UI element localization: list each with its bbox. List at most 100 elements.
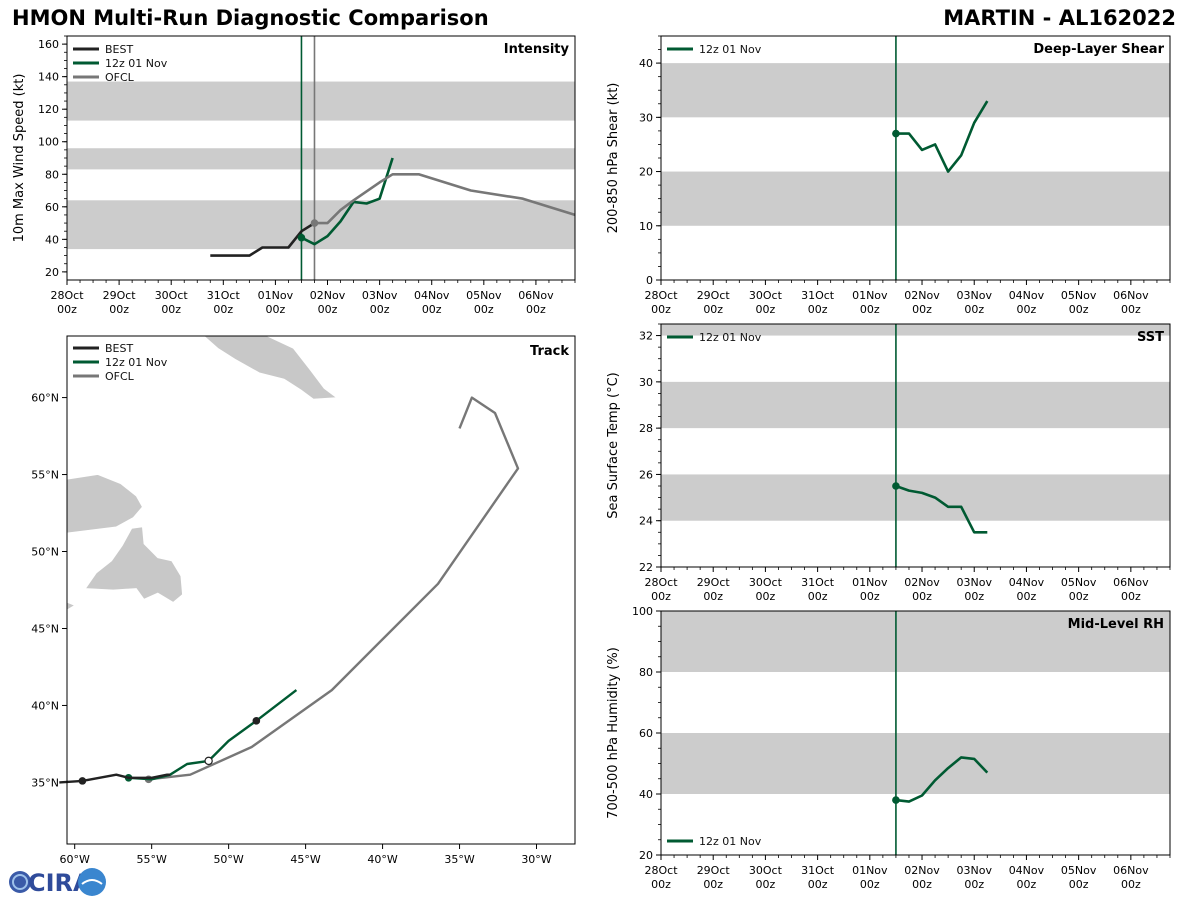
y-tick-label: 120	[38, 103, 59, 116]
track-marker-best	[78, 777, 87, 785]
x-tick-label: 01Nov	[258, 289, 294, 302]
land-greenland	[202, 335, 338, 400]
threshold-band	[661, 474, 1170, 521]
x-tick-label: 60°W	[60, 853, 90, 866]
threshold-band	[67, 81, 575, 121]
x-tick-sublabel: 00z	[912, 303, 932, 316]
x-tick-label: 31Oct	[801, 289, 835, 302]
series-line-run	[895, 484, 988, 534]
x-tick-label: 28Oct	[644, 864, 678, 877]
x-tick-sublabel: 00z	[651, 590, 671, 603]
x-tick-label: 04Nov	[1009, 289, 1045, 302]
track-line-ofcl	[148, 396, 520, 781]
x-tick-label: 06Nov	[518, 289, 554, 302]
track-marker-best	[252, 717, 261, 725]
x-tick-sublabel: 00z	[651, 878, 671, 891]
legend-label-ofcl: OFCL	[105, 71, 135, 84]
x-tick-label: 02Nov	[904, 576, 940, 589]
x-tick-sublabel: 00z	[756, 878, 776, 891]
threshold-band	[661, 381, 1170, 429]
land-cape-breton	[66, 601, 76, 611]
legend-label-run: 12z 01 Nov	[699, 331, 762, 344]
y-tick-label: 22	[639, 561, 653, 574]
y-tick-label: 80	[639, 666, 653, 679]
x-tick-sublabel: 00z	[161, 303, 181, 316]
y-tick-label: 35°N	[31, 776, 59, 789]
series-marker-run	[892, 482, 900, 490]
series-line-run	[300, 157, 394, 246]
x-tick-label: 03Nov	[362, 289, 398, 302]
x-tick-label: 30Oct	[749, 864, 783, 877]
x-tick-sublabel: 00z	[1017, 303, 1037, 316]
legend-label-run: 12z 01 Nov	[105, 57, 168, 70]
x-tick-label: 01Nov	[852, 576, 888, 589]
threshold-band	[661, 611, 1170, 672]
x-tick-sublabel: 00z	[912, 878, 932, 891]
x-tick-sublabel: 00z	[1069, 878, 1089, 891]
y-tick-label: 32	[639, 330, 653, 343]
y-tick-label: 50°N	[31, 546, 59, 559]
series-line-best	[210, 221, 316, 257]
x-tick-label: 05Nov	[1061, 289, 1097, 302]
y-axis-label: Sea Surface Temp (°C)	[606, 372, 621, 519]
threshold-band	[67, 148, 575, 170]
panel-title: Mid-Level RH	[1068, 617, 1164, 632]
x-tick-label: 50°W	[213, 853, 243, 866]
y-tick-label: 55°N	[31, 469, 59, 482]
panel-title: Intensity	[504, 42, 570, 57]
panel-title: SST	[1137, 330, 1164, 345]
x-tick-label: 04Nov	[1009, 864, 1045, 877]
threshold-band	[661, 171, 1170, 226]
threshold-band	[661, 63, 1170, 118]
y-tick-label: 60	[45, 201, 59, 214]
x-tick-sublabel: 00z	[912, 590, 932, 603]
plot-frame	[660, 35, 1171, 281]
y-axis-label: 200-850 hPa Shear (kt)	[606, 83, 621, 234]
x-tick-label: 28Oct	[644, 576, 678, 589]
x-tick-sublabel: 00z	[1069, 590, 1089, 603]
series-line-ofcl	[314, 173, 576, 225]
track-line-run	[128, 689, 298, 781]
x-tick-label: 04Nov	[1009, 576, 1045, 589]
panel-shear: 01020304028Oct00z29Oct00z30Oct00z31Oct00…	[606, 35, 1171, 316]
x-tick-sublabel: 00z	[964, 303, 984, 316]
plot-frame	[66, 335, 576, 845]
y-tick-label: 20	[639, 166, 653, 179]
x-tick-sublabel: 00z	[703, 303, 723, 316]
x-tick-sublabel: 00z	[964, 590, 984, 603]
y-tick-label: 0	[646, 274, 653, 287]
x-tick-label: 35°W	[444, 853, 474, 866]
x-tick-sublabel: 00z	[1017, 878, 1037, 891]
y-tick-label: 60	[639, 727, 653, 740]
x-tick-sublabel: 00z	[860, 590, 880, 603]
x-tick-sublabel: 00z	[57, 303, 77, 316]
x-tick-sublabel: 00z	[651, 303, 671, 316]
x-tick-sublabel: 00z	[213, 303, 233, 316]
x-tick-label: 29Oct	[697, 576, 731, 589]
x-tick-label: 31Oct	[207, 289, 241, 302]
y-axis-label: 700-500 hPa Humidity (%)	[606, 647, 621, 819]
panel-title: Deep-Layer Shear	[1033, 42, 1164, 57]
x-tick-sublabel: 00z	[1017, 590, 1037, 603]
storm-id: MARTIN - AL162022	[943, 6, 1176, 30]
x-tick-label: 29Oct	[697, 289, 731, 302]
threshold-band	[661, 324, 1170, 336]
figure-title: HMON Multi-Run Diagnostic Comparison	[12, 6, 489, 30]
x-tick-label: 03Nov	[956, 289, 992, 302]
panel-sst: 22242628303228Oct00z29Oct00z30Oct00z31Oc…	[606, 323, 1171, 603]
panel-title: Track	[530, 344, 569, 359]
series-line-run	[895, 756, 989, 803]
x-tick-sublabel: 00z	[370, 303, 390, 316]
x-tick-sublabel: 00z	[1069, 303, 1089, 316]
x-tick-sublabel: 00z	[756, 590, 776, 603]
cira-logo: CIRA	[9, 868, 106, 897]
y-tick-label: 140	[38, 71, 59, 84]
series-marker-run	[892, 129, 900, 138]
track-line-best	[59, 773, 171, 784]
y-tick-label: 40	[639, 788, 653, 801]
legend-label-ofcl: OFCL	[105, 370, 135, 383]
legend-label-run: 12z 01 Nov	[699, 43, 762, 56]
x-tick-label: 45°W	[290, 853, 320, 866]
x-tick-sublabel: 00z	[1121, 878, 1141, 891]
